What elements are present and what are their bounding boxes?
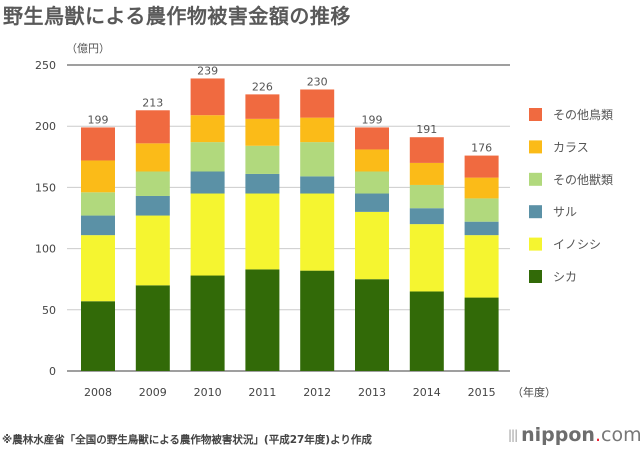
bar-segment-2009-4 (135, 143, 170, 172)
legend-label: サル (553, 205, 577, 219)
legend-label: シカ (553, 270, 577, 284)
bar-segment-2014-5 (409, 137, 444, 163)
source-note: ※農林水産省「全国の野生鳥獣による農作物被害状況」(平成27年度)より作成 (2, 434, 372, 446)
bar-segment-2008-3 (81, 192, 115, 216)
bar-segment-2008-2 (81, 215, 115, 236)
bar-segment-2013-3 (355, 171, 389, 194)
x-tick-label-2009: 2009 (139, 386, 167, 399)
bar-segment-2012-4 (300, 117, 335, 143)
bar-segment-2011-4 (245, 118, 280, 146)
legend-swatch-3 (529, 205, 542, 219)
x-tick-label-2008: 2008 (84, 386, 112, 399)
total-label-2009: 213 (142, 96, 163, 109)
bar-segment-2014-2 (409, 208, 444, 225)
bar-segment-2015-2 (464, 221, 499, 236)
logo-suffix: com (601, 424, 640, 446)
y-axis-ticks: 0 50 100 150 200 250 (35, 59, 56, 378)
total-label-2011: 226 (252, 80, 273, 93)
y-axis-unit-label: （億円） (66, 42, 110, 55)
y-tick-label: 100 (35, 243, 56, 256)
x-tick-label-2013: 2013 (358, 386, 386, 399)
total-label-2013: 199 (362, 113, 383, 126)
total-label-2014: 191 (416, 123, 437, 136)
bar-segment-2008-5 (81, 127, 115, 161)
x-axis-unit-label: （年度） (512, 385, 556, 399)
bar-segment-2013-5 (355, 127, 389, 150)
bar-segment-2009-1 (135, 215, 170, 286)
bar-segment-2014-3 (409, 184, 444, 209)
bar-segment-2009-0 (135, 285, 170, 371)
bar-segment-2015-3 (464, 198, 499, 222)
y-tick-label: 50 (42, 304, 56, 317)
legend-swatch-4 (529, 237, 542, 251)
bar-segment-2009-2 (135, 195, 170, 216)
total-label-2012: 230 (307, 75, 328, 88)
bar-segment-2015-4 (464, 177, 499, 199)
x-tick-label-2015: 2015 (468, 386, 496, 399)
legend-label: その他獣類 (553, 173, 613, 187)
bars (81, 78, 499, 371)
legend-label: カラス (553, 140, 589, 154)
bar-segment-2012-5 (300, 89, 335, 118)
bar-segment-2011-5 (245, 94, 280, 119)
bar-segment-2012-2 (300, 176, 335, 194)
bar-segment-2012-0 (300, 270, 335, 371)
bar-segment-2013-1 (355, 211, 389, 280)
legend-swatch-1 (529, 140, 542, 154)
logo-name: nippon (521, 424, 595, 446)
bar-segment-2009-3 (135, 171, 170, 196)
logo-dot: . (594, 424, 602, 446)
stacked-bar-chart: 0 50 100 150 200 250 2008 2009 2010 2011 2012 2013… (35, 59, 613, 399)
bar-segment-2014-4 (409, 162, 444, 185)
bar-segment-2015-0 (464, 297, 499, 371)
bar-segment-2011-2 (245, 173, 280, 194)
x-tick-label-2014: 2014 (413, 386, 441, 399)
legend-label: その他鳥類 (553, 107, 613, 122)
bar-segment-2013-4 (355, 149, 389, 172)
bar-segment-2012-3 (300, 142, 335, 177)
y-tick-label: 0 (49, 365, 56, 378)
logo-bars-icon: ||| (508, 428, 518, 442)
total-labels: 199 213 239 226 230 199 191 176 (88, 64, 493, 154)
y-tick-label: 150 (35, 181, 56, 194)
x-axis-ticks: 2008 2009 2010 2011 2012 2013 2014 2015 (84, 386, 496, 399)
bar-segment-2013-0 (355, 279, 389, 371)
bar-segment-2013-2 (355, 193, 389, 212)
bar-segment-2012-1 (300, 193, 335, 271)
bar-segment-2010-4 (190, 115, 225, 143)
bar-segment-2011-3 (245, 145, 280, 174)
bar-segment-2011-0 (245, 269, 280, 371)
total-label-2010: 239 (197, 64, 218, 77)
bar-segment-2008-1 (81, 235, 115, 302)
chart-title: 野生鳥獣による農作物被害金額の推移 (3, 4, 351, 28)
legend-swatch-0 (529, 108, 542, 121)
total-label-2015: 176 (471, 142, 492, 155)
bar-segment-2010-1 (190, 193, 225, 276)
x-tick-label-2012: 2012 (303, 386, 331, 399)
bar-segment-2008-4 (81, 160, 115, 193)
bar-segment-2011-1 (245, 193, 280, 270)
legend-label: イノシシ (553, 238, 601, 252)
bar-segment-2010-5 (190, 78, 225, 116)
bar-segment-2010-2 (190, 171, 225, 194)
bar-segment-2015-5 (464, 155, 499, 178)
bar-segment-2014-1 (409, 224, 444, 292)
y-tick-label: 250 (35, 59, 56, 72)
total-label-2008: 199 (88, 113, 109, 126)
legend-swatch-5 (529, 270, 542, 283)
nippon-logo[interactable]: ||| nippon.com (508, 424, 640, 446)
bar-segment-2010-3 (190, 142, 225, 172)
y-tick-label: 200 (35, 120, 56, 133)
x-tick-label-2010: 2010 (194, 386, 222, 399)
bar-segment-2010-0 (190, 275, 225, 371)
bar-segment-2014-0 (409, 291, 444, 371)
legend-swatch-2 (529, 172, 542, 186)
bar-segment-2008-0 (81, 301, 115, 371)
x-tick-label-2011: 2011 (248, 386, 276, 399)
bar-segment-2015-1 (464, 235, 499, 298)
bar-segment-2009-5 (135, 110, 170, 144)
